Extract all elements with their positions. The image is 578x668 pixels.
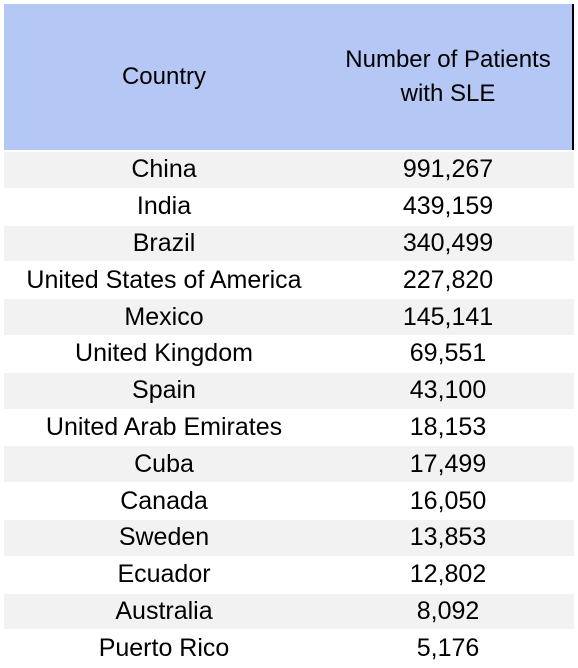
patients-cell: 439,159 <box>402 192 494 221</box>
country-cell: Australia <box>115 596 213 625</box>
patients-cell: 227,820 <box>402 265 494 294</box>
patients-cell: 340,499 <box>402 228 494 257</box>
patients-cell: 991,267 <box>402 155 494 184</box>
patients-cell: 17,499 <box>409 449 487 478</box>
country-cell: Sweden <box>118 523 210 552</box>
patients-cell: 18,153 <box>409 412 487 441</box>
table-row: United Arab Emirates 18,153 <box>4 408 574 446</box>
country-cell: China <box>131 155 197 184</box>
country-cell: United States of America <box>26 265 302 294</box>
table-row: Brazil 340,499 <box>4 224 574 262</box>
patients-cell: 8,092 <box>416 596 480 625</box>
country-cell: Mexico <box>124 302 204 331</box>
table-header: Country Number of Patients with SLE <box>4 4 574 150</box>
country-cell: Cuba <box>134 449 194 478</box>
table-row: India 439,159 <box>4 187 574 225</box>
table-row: United Kingdom 69,551 <box>4 334 574 372</box>
table-row: Puerto Rico 5,176 <box>4 629 574 666</box>
patients-cell: 12,802 <box>409 560 487 589</box>
country-cell: Spain <box>132 376 196 405</box>
table-row: Cuba 17,499 <box>4 445 574 483</box>
table-row: Sweden 13,853 <box>4 518 574 556</box>
header-country-label: Country <box>121 63 207 90</box>
table-row: China 991,267 <box>4 151 574 188</box>
header-patients-line1: Number of Patients <box>345 46 551 73</box>
country-cell: Canada <box>120 486 208 515</box>
country-cell: India <box>136 192 192 221</box>
table-row: Mexico 145,141 <box>4 298 574 335</box>
table-row: Canada 16,050 <box>4 482 574 519</box>
country-cell: Puerto Rico <box>98 633 230 662</box>
header-patients-line2: with SLE <box>400 80 496 107</box>
patients-cell: 16,050 <box>409 486 487 515</box>
table-row: Ecuador 12,802 <box>4 555 574 593</box>
country-cell: Brazil <box>132 228 196 257</box>
header-patients-label: Number of Patients with SLE <box>345 43 550 111</box>
patients-cell: 43,100 <box>409 376 487 405</box>
table-row: United States of America 227,820 <box>4 261 574 298</box>
table-row: Australia 8,092 <box>4 592 574 630</box>
table-body: China 991,267 India 439,159 Brazil 340,499 Uni… <box>4 151 574 666</box>
header-patients: Number of Patients with SLE <box>324 4 572 150</box>
patients-cell: 69,551 <box>409 339 487 368</box>
country-cell: United Kingdom <box>75 339 253 368</box>
patients-cell: 5,176 <box>416 633 480 662</box>
patients-cell: 145,141 <box>402 302 494 331</box>
table-row: Spain 43,100 <box>4 371 574 409</box>
country-cell: United Arab Emirates <box>45 412 283 441</box>
patients-cell: 13,853 <box>409 523 487 552</box>
header-country: Country <box>4 4 324 150</box>
country-cell: Ecuador <box>117 560 211 589</box>
